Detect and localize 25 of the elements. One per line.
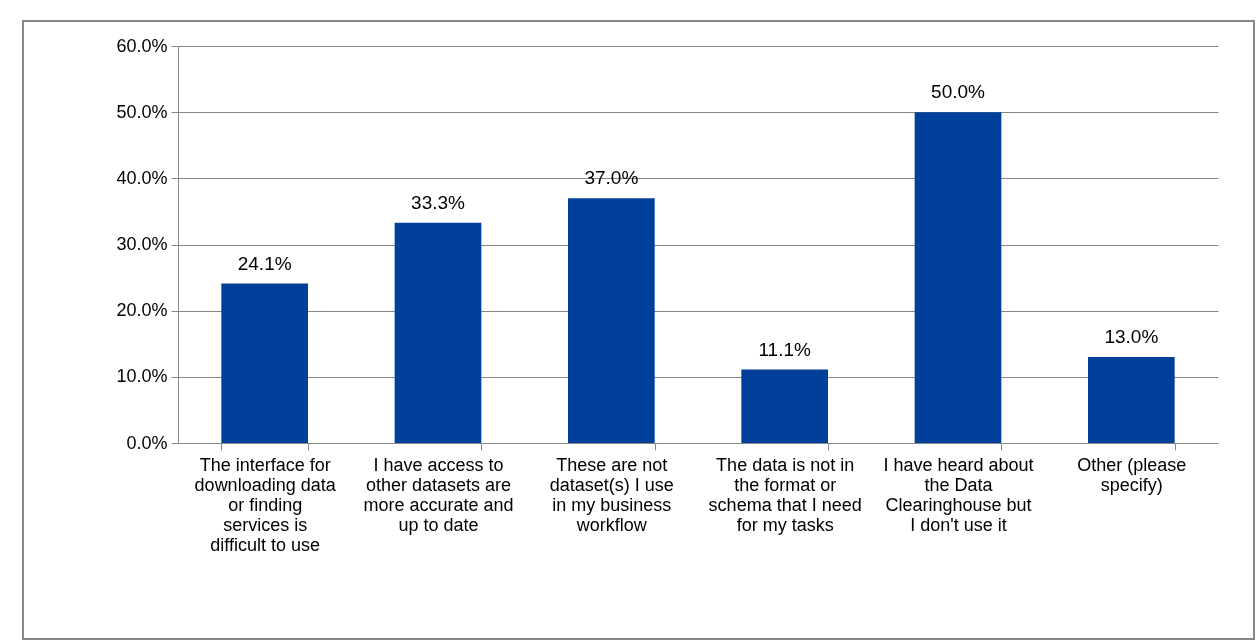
y-tick-label: 30.0% [116,234,168,254]
data-label: 11.1% [758,338,811,360]
x-tick-label: These are not dataset(s) I use in my business workflow [549,454,674,535]
x-tick-label: I have access to other datasets are more accurate and up to date [363,454,514,535]
data-label: 24.1% [237,252,292,274]
data-label: 50.0% [931,81,986,103]
bar [568,198,655,443]
y-tick-label: 60.0% [116,35,168,56]
y-tick-label: 50.0% [116,101,168,122]
data-label: 13.0% [1104,325,1159,347]
y-tick-label: 40.0% [116,167,168,188]
x-tick-label: Other (please specify) [1077,454,1187,495]
bar [1088,356,1175,443]
y-tick-label: 10.0% [116,366,168,387]
x-tick-label: I have heard about the Data Clearinghouse but I don't use it [883,454,1034,535]
data-label: 37.0% [584,167,639,189]
bar [741,369,828,443]
bar [221,283,308,443]
y-tick-label: 20.0% [116,300,168,321]
x-tick-label: The data is not in the format or schema that I need for my tasks [708,454,862,535]
y-tick-label: 0.0% [126,432,168,453]
data-label: 33.3% [411,191,466,213]
bar [914,112,1002,443]
bar [394,222,482,443]
x-tick-label: The interface for downloading data or finding services is difficult to use [194,454,337,555]
